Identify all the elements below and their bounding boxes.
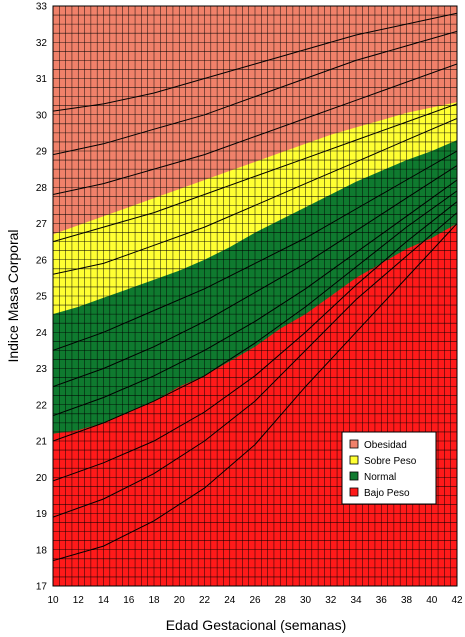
x-tick-label: 18 xyxy=(148,595,160,606)
legend-label: Normal xyxy=(364,472,396,483)
x-tick-label: 14 xyxy=(98,595,110,606)
x-tick-label: 16 xyxy=(123,595,135,606)
legend-swatch xyxy=(349,471,359,481)
plot-frame xyxy=(52,5,458,587)
y-tick-label: 28 xyxy=(36,183,48,194)
legend-label: Bajo Peso xyxy=(364,488,410,499)
legend-swatch xyxy=(349,439,359,449)
x-tick-label: 32 xyxy=(325,595,337,606)
x-tick-label: 12 xyxy=(73,595,85,606)
legend: Obesidad Sobre Peso Normal Bajo Peso xyxy=(341,431,437,505)
reference-curve xyxy=(53,117,457,275)
legend-swatch xyxy=(349,455,359,465)
y-tick-label: 19 xyxy=(36,509,48,520)
y-tick-labels: 17 18 19 20 21 22 23 24 25 26 27 28 29 30 31 32 33 xyxy=(36,2,48,593)
y-tick-label: 24 xyxy=(36,328,48,339)
x-tick-label: 38 xyxy=(401,595,413,606)
x-tick-label: 20 xyxy=(174,595,186,606)
y-tick-label: 30 xyxy=(36,110,48,121)
legend-swatch xyxy=(349,487,359,497)
x-tick-label: 36 xyxy=(376,595,388,606)
x-tick-label: 28 xyxy=(275,595,287,606)
y-axis-title: Indice Masa Corporal xyxy=(5,229,21,362)
reference-curve xyxy=(53,223,457,562)
x-tick-label: 30 xyxy=(300,595,312,606)
x-tick-label: 40 xyxy=(426,595,438,606)
legend-label: Obesidad xyxy=(364,440,407,451)
x-tick-label: 26 xyxy=(249,595,261,606)
y-tick-label: 32 xyxy=(36,38,48,49)
reference-curves xyxy=(53,12,457,562)
reference-curve xyxy=(53,30,457,156)
y-tick-label: 18 xyxy=(36,545,48,556)
reference-curve xyxy=(53,190,457,442)
y-tick-label: 31 xyxy=(36,74,48,85)
reference-curve xyxy=(53,103,457,243)
x-tick-labels: 10 12 14 16 18 20 22 24 26 28 30 32 34 36 38 40 42 xyxy=(47,595,463,606)
x-axis-title: Edad Gestacional (semanas) xyxy=(166,617,347,633)
y-tick-label: 33 xyxy=(36,2,48,13)
y-tick-label: 20 xyxy=(36,473,48,484)
y-tick-label: 26 xyxy=(36,255,48,266)
y-tick-label: 29 xyxy=(36,147,48,158)
x-tick-label: 24 xyxy=(224,595,236,606)
reference-curve xyxy=(53,150,457,351)
y-tick-label: 17 xyxy=(36,582,48,593)
reference-curve xyxy=(53,201,457,482)
x-tick-label: 34 xyxy=(350,595,362,606)
y-tick-label: 25 xyxy=(36,292,48,303)
y-tick-label: 23 xyxy=(36,364,48,375)
x-tick-label: 10 xyxy=(47,595,59,606)
reference-curve xyxy=(53,12,457,112)
y-tick-label: 27 xyxy=(36,219,48,230)
x-tick-label: 22 xyxy=(199,595,211,606)
reference-curve xyxy=(53,212,457,518)
reference-curve xyxy=(53,179,457,417)
reference-curve xyxy=(53,165,457,388)
x-tick-label: 42 xyxy=(451,595,463,606)
y-tick-label: 21 xyxy=(36,437,48,448)
reference-curve xyxy=(53,63,457,195)
y-tick-label: 22 xyxy=(36,400,48,411)
legend-label: Sobre Peso xyxy=(364,456,417,467)
